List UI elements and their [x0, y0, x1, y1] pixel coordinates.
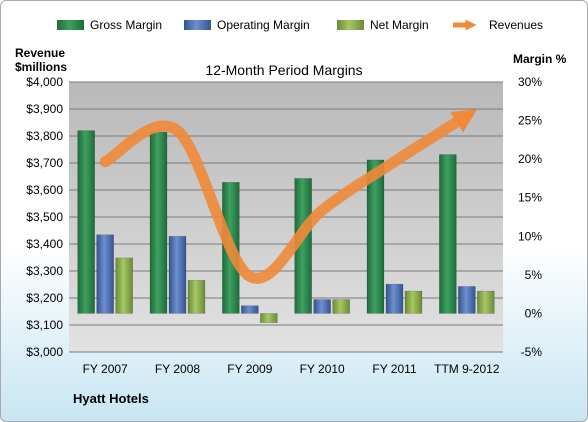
legend-label-operating-margin: Operating Margin — [217, 18, 310, 32]
x-axis-ticks: FY 2007 FY 2008 FY 2009 FY 2010 FY 2011 TTM 9… — [83, 362, 500, 376]
right-tick-label: 5% — [525, 268, 543, 282]
right-tick-label: 25% — [518, 114, 542, 128]
revenues-series-line — [99, 109, 478, 284]
bar-operating-margin — [96, 234, 114, 314]
left-tick-label: $3,900 — [26, 102, 63, 116]
bar-net-margin — [115, 257, 133, 314]
right-tick-label: 0% — [525, 306, 543, 320]
left-axis-ticks: $3,000 $3,100 $3,200 $3,300 $3,400 $3,500 $3,6… — [26, 75, 63, 359]
left-axis-title-line1: Revenue — [15, 46, 65, 60]
legend-label-net-margin: Net Margin — [370, 18, 429, 32]
bar-net-margin — [332, 299, 350, 314]
x-tick-label: FY 2007 — [83, 362, 128, 376]
bar-gross-margin — [366, 159, 385, 314]
right-tick-label: -5% — [521, 345, 543, 359]
legend-swatch-net-margin — [337, 20, 364, 30]
left-tick-label: $3,700 — [26, 156, 63, 170]
right-tick-label: 15% — [518, 191, 542, 205]
right-tick-label: 20% — [518, 152, 542, 166]
right-tick-label: 10% — [518, 229, 542, 243]
bar-operating-margin — [241, 305, 259, 314]
left-tick-label: $3,200 — [26, 291, 63, 305]
bar-net-margin — [477, 290, 495, 314]
left-tick-label: $3,300 — [26, 264, 63, 278]
legend-item-gross-margin: Gross Margin — [57, 18, 162, 32]
left-tick-label: $3,800 — [26, 129, 63, 143]
legend-swatch-gross-margin — [57, 20, 84, 30]
bar-net-margin — [404, 290, 423, 314]
revenues-line — [99, 109, 478, 284]
x-tick-label: TTM 9-2012 — [434, 362, 500, 376]
legend: Gross Margin Operating Margin Net Margin… — [57, 18, 543, 32]
x-tick-label: FY 2011 — [372, 362, 417, 376]
x-tick-label: FY 2009 — [227, 362, 272, 376]
bar-operating-margin — [385, 283, 404, 314]
left-tick-label: $3,600 — [26, 183, 63, 197]
left-tick-label: $4,000 — [26, 75, 63, 89]
bar-net-margin — [260, 313, 278, 323]
left-tick-label: $3,400 — [26, 237, 63, 251]
left-axis-title-line2: $millions — [15, 60, 67, 74]
legend-swatch-operating-margin — [184, 20, 211, 30]
left-tick-label: $3,100 — [26, 318, 63, 332]
left-tick-label: $3,500 — [26, 210, 63, 224]
chart-title: 12-Month Period Margins — [205, 62, 362, 78]
bar-operating-margin — [168, 236, 187, 314]
legend-item-revenues: Revenues — [453, 18, 543, 32]
bar-gross-margin — [439, 154, 457, 314]
legend-item-operating-margin: Operating Margin — [184, 18, 310, 32]
left-tick-label: $3,000 — [26, 345, 63, 359]
right-axis-ticks: -5% 0% 5% 10% 15% 20% 25% 30% — [518, 75, 542, 359]
x-tick-label: FY 2010 — [300, 362, 345, 376]
bar-operating-margin — [458, 286, 476, 314]
x-tick-label: FY 2008 — [155, 362, 200, 376]
bar-net-margin — [187, 280, 206, 314]
bar-gross-margin — [77, 130, 95, 314]
bars — [77, 130, 495, 323]
bar-operating-margin — [313, 299, 331, 314]
right-tick-label: 30% — [518, 75, 542, 89]
legend-label-revenues: Revenues — [489, 18, 543, 32]
company-label: Hyatt Hotels — [73, 391, 149, 406]
right-axis-title: Margin % — [513, 52, 567, 66]
legend-item-net-margin: Net Margin — [337, 18, 429, 32]
bar-gross-margin — [149, 131, 168, 314]
legend-label-gross-margin: Gross Margin — [90, 18, 162, 32]
